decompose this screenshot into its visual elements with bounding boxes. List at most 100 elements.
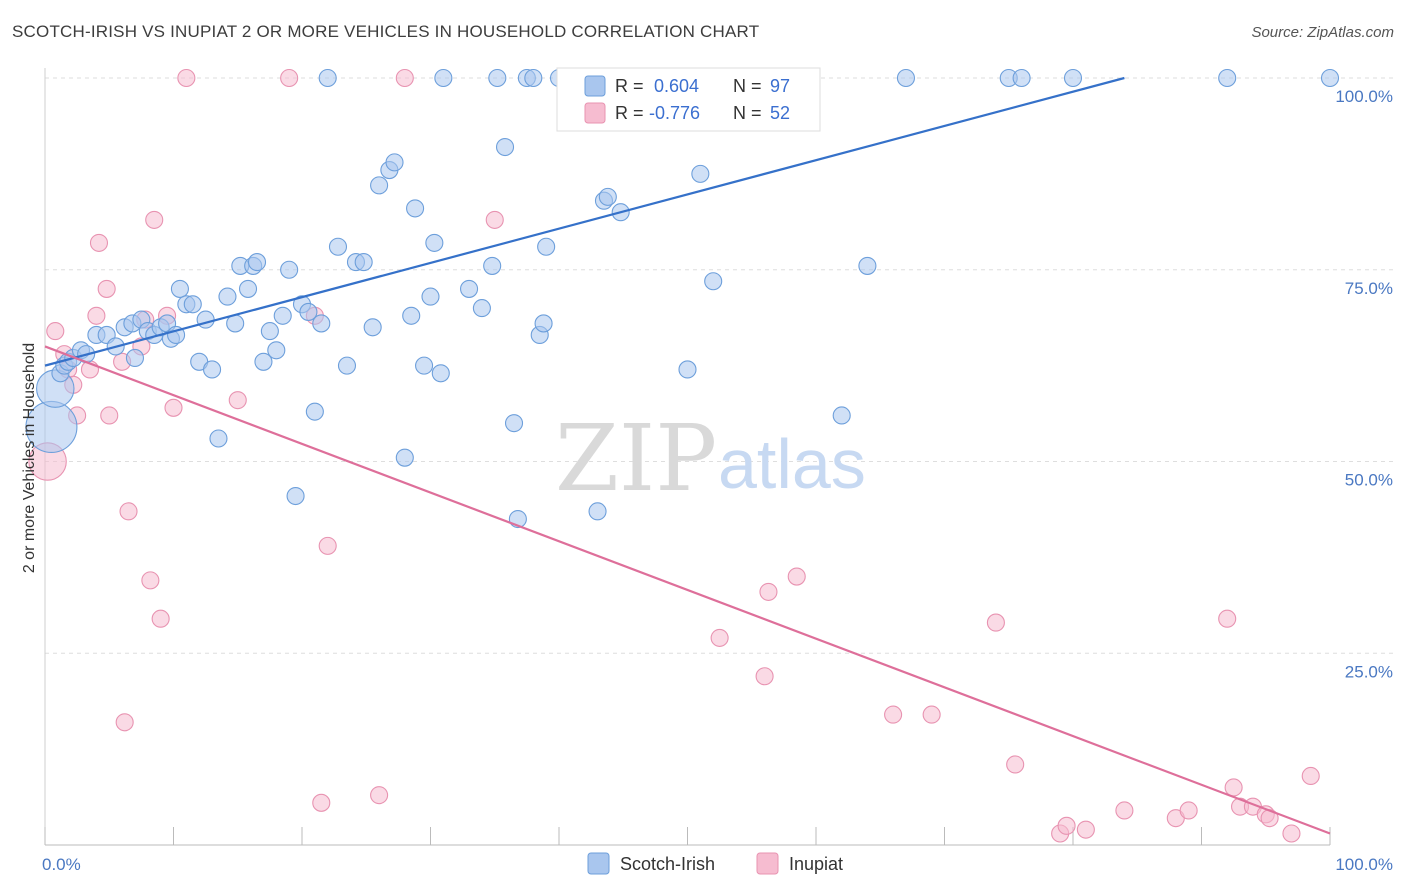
inupiat-points — [28, 68, 1320, 843]
y-tick-label-100: 100.0% — [1335, 87, 1393, 106]
inupiat-point-8 — [89, 233, 109, 252]
scotch-irish-point-27 — [209, 429, 228, 448]
scotch-irish-points — [25, 68, 1340, 529]
inupiat-point-32 — [759, 582, 778, 601]
scotch-irish-point-87 — [858, 256, 877, 275]
inupiat-point-29 — [485, 210, 504, 229]
bottom-legend-inupiat: Inupiat — [789, 854, 843, 874]
legend-n-scotch: 97 — [770, 76, 790, 96]
inupiat-point-22 — [228, 391, 247, 410]
series-legend: Scotch-Irish Inupiat — [587, 852, 843, 875]
scotch-irish-point-44 — [318, 68, 337, 88]
y-tick-label-75: 75.0% — [1345, 279, 1393, 298]
scotch-irish-point-23 — [183, 295, 202, 314]
scotch-irish-point-71 — [534, 314, 553, 333]
scotch-irish-point-52 — [385, 153, 404, 172]
scotch-irish-point-46 — [337, 356, 357, 375]
inupiat-point-51 — [1301, 766, 1320, 786]
scotch-irish-point-57 — [421, 287, 440, 306]
inupiat-point-1 — [46, 322, 65, 341]
scotch-irish-point-60 — [434, 68, 453, 88]
scotch-irish-point-53 — [395, 448, 414, 467]
scotch-irish-point-69 — [524, 68, 543, 88]
scotch-irish-point-76 — [588, 502, 607, 521]
inupiat-point-45 — [1224, 778, 1243, 797]
scotch-irish-point-59 — [431, 364, 450, 383]
scotch-irish-point-54 — [402, 306, 421, 325]
legend-r-inupiat: -0.776 — [649, 103, 700, 123]
scotch-irish-point-50 — [370, 176, 389, 195]
legend-n-label-scotch: N = — [733, 76, 762, 96]
x-tick-label-max: 100.0% — [1335, 855, 1393, 874]
scotch-irish-point-43 — [312, 314, 331, 333]
scotch-irish-point-25 — [196, 310, 215, 329]
legend-r-scotch: 0.604 — [654, 76, 699, 96]
scotch-irish-point-35 — [260, 322, 279, 341]
bottom-legend-scotch-irish: Scotch-Irish — [620, 854, 715, 874]
scotch-irish-point-90 — [1012, 68, 1031, 88]
watermark-zip: ZIP — [555, 405, 717, 512]
correlation-legend: R = 0.604 N = 97 R = -0.776 N = 52 — [556, 67, 821, 132]
inupiat-point-34 — [884, 705, 903, 724]
scotch-irish-point-88 — [896, 68, 916, 88]
scotch-irish-point-91 — [1063, 68, 1083, 88]
inupiat-point-30 — [710, 628, 729, 647]
inupiat-point-40 — [1076, 820, 1095, 839]
inupiat-point-17 — [145, 210, 164, 229]
inupiat-point-33 — [787, 567, 806, 586]
scotch-irish-point-28 — [218, 287, 237, 306]
scotch-irish-point-36 — [267, 341, 286, 360]
y-tick-label-25: 25.0% — [1345, 662, 1393, 681]
inupiat-point-10 — [100, 406, 119, 425]
inupiat-point-18 — [151, 609, 170, 628]
scotch-irish-point-78 — [598, 187, 617, 206]
scotch-irish-point-55 — [406, 199, 425, 218]
inupiat-point-20 — [164, 398, 183, 417]
inupiat-point-25 — [312, 793, 331, 812]
scotch-irish-point-34 — [254, 352, 273, 371]
inupiat-point-26 — [318, 536, 337, 555]
scotch-irish-point-26 — [203, 360, 222, 379]
scotch-irish-point-38 — [280, 260, 299, 279]
scotch-irish-point-37 — [273, 306, 292, 325]
legend-n-label-inupiat: N = — [733, 103, 762, 123]
scotch-irish-point-48 — [354, 253, 373, 272]
scotch-irish-point-13 — [125, 348, 144, 368]
scotch-irish-point-84 — [704, 272, 723, 291]
scotch-irish-point-45 — [328, 237, 348, 256]
inupiat-point-31 — [755, 667, 774, 686]
y-axis-title: 2 or more Vehicles in Household — [21, 343, 38, 573]
inupiat-point-9 — [97, 279, 116, 298]
y-tick-label-50: 50.0% — [1345, 471, 1393, 490]
inupiat-point-36 — [986, 613, 1005, 632]
scotch-irish-point-82 — [678, 360, 697, 379]
inupiat-point-12 — [115, 713, 134, 732]
scotch-irish-point-39 — [286, 486, 305, 506]
scotch-irish-point-62 — [472, 299, 491, 318]
inupiat-point-21 — [177, 68, 196, 88]
scotch-irish-point-33 — [247, 253, 267, 272]
trend-lines — [44, 76, 1331, 835]
legend-n-inupiat: 52 — [770, 103, 790, 123]
inupiat-point-13 — [119, 502, 138, 521]
inupiat-point-37 — [1006, 755, 1025, 774]
scotch-irish-point-21 — [170, 279, 189, 298]
scotch-irish-point-63 — [483, 256, 502, 275]
inupiat-point-41 — [1115, 801, 1134, 820]
scotch-irish-point-65 — [495, 137, 515, 157]
inupiat-point-50 — [1282, 824, 1301, 843]
bottom-legend-swatch-scotch-irish — [587, 852, 610, 875]
inupiat-point-39 — [1057, 816, 1076, 835]
scotch-irish-point-42 — [305, 402, 324, 421]
inupiat-point-7 — [87, 306, 106, 325]
scotch-irish-point-66 — [504, 414, 524, 433]
scotch-irish-point-64 — [488, 68, 507, 88]
inupiat-point-43 — [1179, 801, 1198, 820]
scotch-irish-point-56 — [415, 356, 434, 375]
inupiat-trend-line — [44, 345, 1331, 835]
legend-r-label-inupiat: R = — [615, 103, 644, 123]
scotch-irish-trend-line — [44, 76, 1125, 367]
scotch-irish-point-58 — [425, 233, 444, 252]
legend-swatch-scotch-irish — [584, 75, 606, 97]
